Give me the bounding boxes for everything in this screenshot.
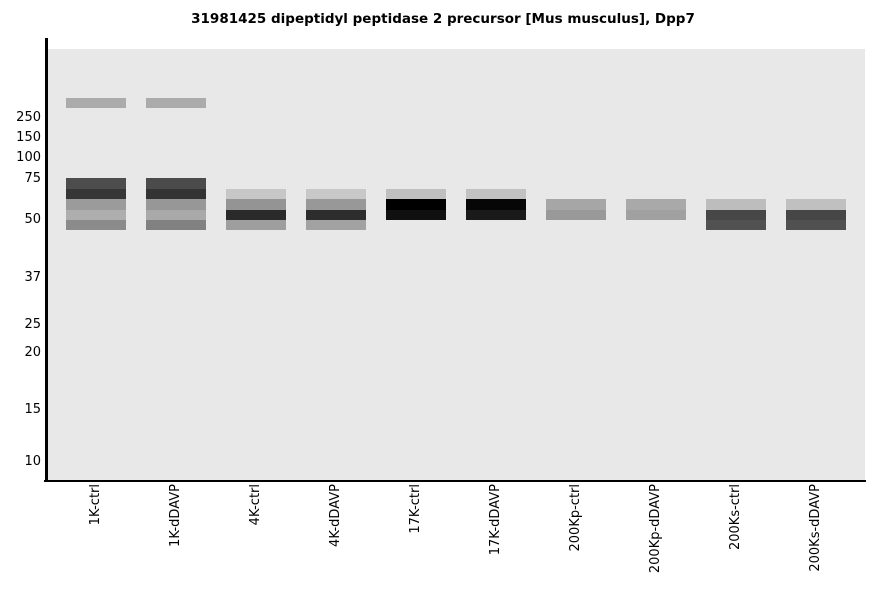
y-tick-label-10: 10: [24, 454, 41, 469]
gel-band: [466, 209, 526, 220]
chart-title: 31981425 dipeptidyl peptidase 2 precurso…: [191, 11, 695, 27]
gel-band: [66, 209, 126, 220]
y-tick-label-25: 25: [24, 317, 41, 332]
gel-band: [306, 188, 366, 199]
gel-band: [66, 178, 126, 189]
gel-band: [626, 209, 686, 220]
x-axis-line: [44, 480, 866, 482]
gel-band: [226, 220, 286, 230]
plot-area: [48, 49, 865, 480]
gel-band: [386, 188, 446, 199]
y-tick-label-100: 100: [16, 150, 41, 165]
gel-band: [706, 209, 766, 220]
lane-label: 4K-dDAVP: [328, 484, 343, 547]
gel-band: [386, 199, 446, 210]
gel-band: [546, 199, 606, 210]
y-tick-label-37: 37: [24, 270, 41, 285]
gel-band: [306, 209, 366, 220]
lane-label: 4K-ctrl: [248, 484, 263, 526]
gel-band: [386, 209, 446, 220]
gel-band: [66, 188, 126, 199]
y-tick-label-20: 20: [24, 345, 41, 360]
y-tick-label-150: 150: [16, 130, 41, 145]
lane-label: 200Ks-dDAVP: [808, 484, 823, 572]
lane-label: 17K-ctrl: [408, 484, 423, 534]
lane-label: 200Ks-ctrl: [728, 484, 743, 551]
gel-band: [786, 199, 846, 210]
gel-band: [226, 199, 286, 210]
gel-band: [786, 209, 846, 220]
gel-band: [146, 188, 206, 199]
gel-band: [466, 188, 526, 199]
y-tick-label-15: 15: [24, 402, 41, 417]
gel-band: [66, 220, 126, 230]
y-tick-label-75: 75: [24, 171, 41, 186]
lane-label: 1K-dDAVP: [168, 484, 183, 547]
gel-band: [66, 199, 126, 210]
gel-band: [146, 178, 206, 189]
y-axis-line: [45, 38, 48, 482]
gel-band: [146, 98, 206, 108]
gel-band: [546, 209, 606, 220]
gel-band: [706, 220, 766, 230]
gel-band: [226, 209, 286, 220]
gel-band: [706, 199, 766, 210]
gel-band: [626, 199, 686, 210]
gel-band: [466, 199, 526, 210]
gel-band: [786, 220, 846, 230]
gel-band: [306, 220, 366, 230]
y-tick-label-50: 50: [24, 212, 41, 227]
lane-label: 200Kp-ctrl: [568, 484, 583, 552]
lane-label: 17K-dDAVP: [488, 484, 503, 556]
y-tick-label-250: 250: [16, 110, 41, 125]
gel-band: [306, 199, 366, 210]
lane-label: 1K-ctrl: [88, 484, 103, 526]
gel-band: [146, 199, 206, 210]
gel-band: [146, 220, 206, 230]
gel-band: [146, 209, 206, 220]
gel-band: [226, 188, 286, 199]
gel-band: [66, 98, 126, 108]
lane-label: 200Kp-dDAVP: [648, 484, 663, 574]
